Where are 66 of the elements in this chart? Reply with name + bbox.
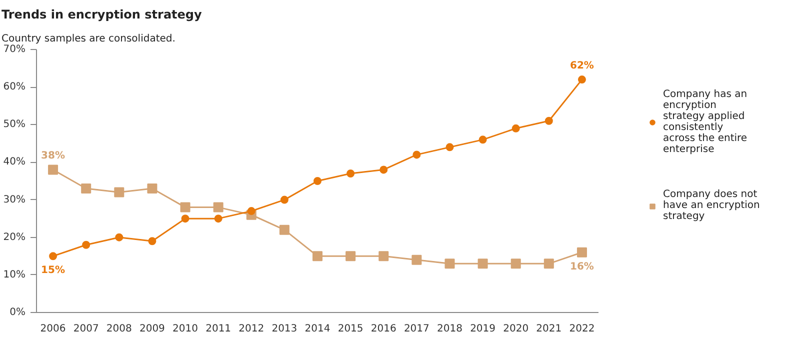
y-tick-label: 30% <box>3 194 26 206</box>
point <box>114 187 124 198</box>
point <box>510 258 521 269</box>
y-tick-label: 50% <box>3 119 26 130</box>
point <box>81 184 92 194</box>
point <box>312 251 322 262</box>
point <box>478 258 488 269</box>
point <box>147 184 158 194</box>
x-tick-label: 2020 <box>503 324 529 334</box>
point <box>115 233 124 242</box>
x-tick-label: 2014 <box>304 324 330 334</box>
point <box>279 224 290 235</box>
legend-label: Company has an encryption strategy applied consistently across the entire enterprise <box>663 89 748 155</box>
point <box>346 169 355 178</box>
point <box>247 207 256 216</box>
x-tick-label: 2009 <box>139 324 165 334</box>
point <box>82 240 90 249</box>
x-tick-label: 2007 <box>73 324 99 334</box>
data-label: 15% <box>41 265 65 276</box>
point <box>180 202 190 212</box>
x-tick-label: 2006 <box>40 324 66 334</box>
chart-subtitle: Country samples are consolidated. <box>2 34 176 44</box>
point <box>578 76 586 84</box>
x-tick-label: 2012 <box>238 324 264 334</box>
point <box>378 251 389 262</box>
x-tick-label: 2010 <box>172 324 198 334</box>
x-tick-label: 2008 <box>106 324 132 334</box>
point <box>213 202 224 212</box>
data-label: 38% <box>41 150 65 162</box>
point <box>49 252 58 260</box>
point <box>314 177 322 185</box>
x-tick-label: 2022 <box>569 324 595 334</box>
point <box>512 124 520 132</box>
point <box>48 164 58 175</box>
x-tick-label: 2015 <box>338 324 364 334</box>
x-tick-label: 2021 <box>536 324 562 334</box>
x-tick-label: 2019 <box>470 324 496 334</box>
legend-label: Company does not have an encryption strategy <box>663 189 760 222</box>
x-tick-label: 2018 <box>437 324 462 334</box>
point <box>478 136 487 144</box>
point <box>544 258 554 269</box>
y-tick-label: 0% <box>10 307 26 318</box>
x-tick-label: 2017 <box>404 324 430 334</box>
point <box>412 254 422 265</box>
data-label: 16% <box>570 261 594 272</box>
point <box>181 214 190 223</box>
point <box>412 150 421 159</box>
point <box>214 214 222 223</box>
point <box>346 251 356 262</box>
data-label: 62% <box>570 60 594 72</box>
y-tick-label: 70% <box>3 44 26 55</box>
y-tick-label: 20% <box>3 232 26 243</box>
y-tick-label: 60% <box>3 82 26 93</box>
point <box>280 196 288 204</box>
x-tick-label: 2013 <box>272 324 298 334</box>
chart-title: Trends in encryption strategy <box>2 8 202 22</box>
point <box>148 237 156 246</box>
y-tick-label: 10% <box>3 269 26 280</box>
x-tick-label: 2011 <box>206 324 232 334</box>
x-tick-label: 2016 <box>370 324 396 334</box>
point <box>576 247 587 258</box>
y-tick-label: 40% <box>3 156 26 168</box>
point <box>544 116 553 125</box>
point <box>444 258 455 269</box>
point <box>446 143 454 152</box>
point <box>380 166 388 174</box>
